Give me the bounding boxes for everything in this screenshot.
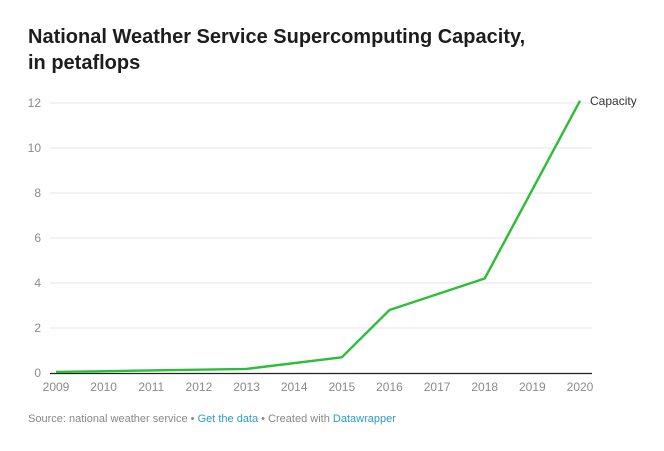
y-tick-label: 8	[34, 186, 41, 200]
chart-title-line1: National Weather Service Supercomputing …	[28, 26, 526, 48]
source-text: Source: national weather service	[28, 413, 188, 425]
get-the-data-link[interactable]: Get the data	[197, 413, 259, 425]
y-tick-label: 6	[34, 231, 41, 245]
series-label: Capacity	[590, 94, 637, 108]
chart-title-line2: in petaflops	[28, 52, 141, 74]
y-tick-label: 10	[28, 141, 42, 155]
footer-created-with: • Created with	[258, 413, 333, 425]
x-tick-label: 2015	[328, 380, 355, 394]
y-tick-label: 4	[34, 276, 41, 290]
x-axis-ticks: 2009 2010 2011 2012 2013 2014 2015 2016 2017 2018…	[43, 380, 594, 394]
chart-title: National Weather Service Supercomputing …	[28, 24, 628, 76]
chart-footer: Source: national weather service • Get t…	[28, 413, 396, 425]
x-tick-label: 2009	[43, 380, 70, 394]
footer-separator: •	[187, 413, 198, 425]
x-tick-label: 2020	[567, 380, 594, 394]
x-tick-label: 2018	[471, 380, 498, 394]
y-axis-ticks: 0 2 4 6 8 10 12	[28, 96, 42, 380]
x-tick-label: 2010	[90, 380, 117, 394]
series-line-capacity	[55, 100, 582, 374]
y-tick-label: 0	[34, 366, 41, 380]
x-tick-label: 2017	[424, 380, 451, 394]
x-tick-label: 2019	[519, 380, 546, 394]
y-tick-label: 12	[28, 96, 42, 110]
x-tick-label: 2011	[138, 380, 164, 394]
x-tick-label: 2016	[376, 380, 403, 394]
series-lines: Capacity	[55, 94, 637, 374]
x-tick-label: 2013	[233, 380, 260, 394]
x-tick-label: 2014	[281, 380, 308, 394]
x-tick-label: 2012	[186, 380, 213, 394]
y-tick-label: 2	[34, 321, 41, 335]
gridlines	[50, 102, 592, 329]
datawrapper-link[interactable]: Datawrapper	[332, 413, 396, 425]
